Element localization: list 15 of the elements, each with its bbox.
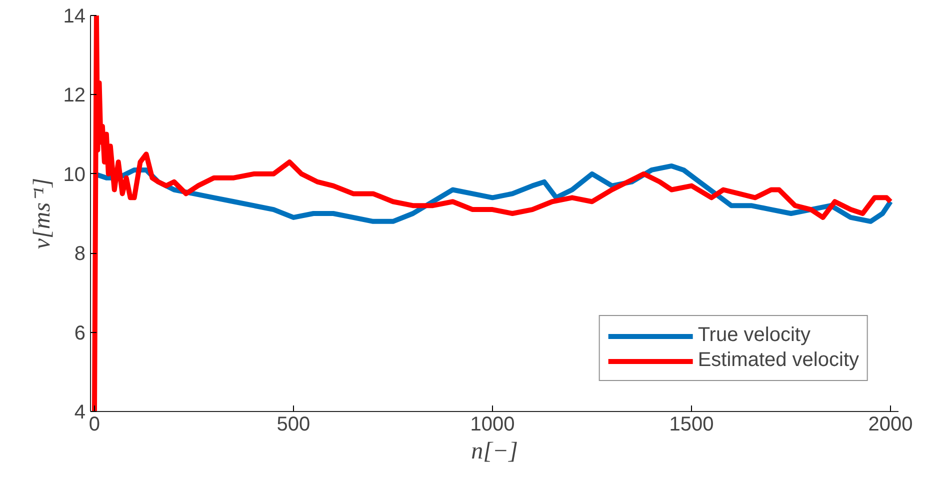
y-tick-label: 4: [74, 402, 86, 424]
x-axis-title: n[−]: [471, 438, 518, 464]
legend-label: Estimated velocity: [698, 349, 859, 372]
y-tick-label: 8: [74, 243, 86, 266]
y-tick-label: 10: [63, 164, 86, 186]
y-axis-title: v[ms⁻¹]: [29, 178, 56, 250]
x-tick-label: 0: [88, 414, 100, 436]
y-tick-label: 6: [74, 322, 86, 344]
x-tick-label: 500: [276, 414, 310, 436]
y-tick-label: 12: [63, 84, 86, 107]
legend-label: True velocity: [698, 324, 810, 347]
x-tick-label: 1000: [470, 414, 515, 436]
y-tick-label: 14: [63, 6, 86, 28]
x-tick-label: 1500: [669, 414, 714, 436]
x-tick-label: 2000: [868, 414, 913, 436]
